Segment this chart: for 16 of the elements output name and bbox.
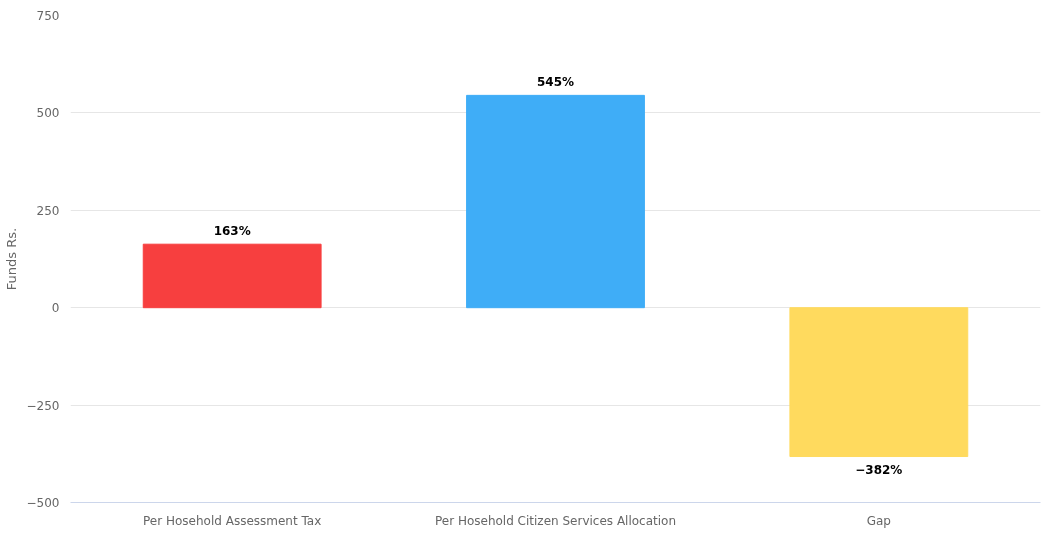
y-tick-label: 0 [51,301,60,316]
bar [789,307,969,458]
y-axis-title: Funds Rs. [3,227,19,291]
x-tick-label: Gap [866,513,891,528]
y-tick-label: −250 [26,398,60,413]
data-label: 163% [213,224,251,239]
y-tick-label: 750 [36,9,60,23]
bar [466,94,645,309]
y-tick-label: 500 [36,106,60,121]
y-tick-label: −500 [26,496,60,510]
x-tick-label: Per Hosehold Assessment Tax [143,513,322,528]
x-tick-label: Per Hosehold Citizen Services Allocation [434,513,677,528]
data-label: −382% [855,462,903,477]
y-tick-label: 250 [36,203,60,218]
bar [142,243,322,309]
data-label: 545% [536,75,575,90]
